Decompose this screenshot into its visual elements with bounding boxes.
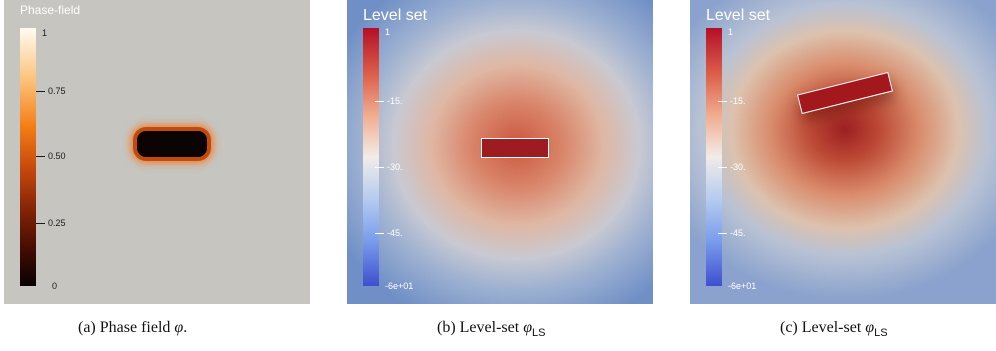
- colorbar-tick-label: -6e+01: [728, 281, 757, 291]
- level-set-plot-c: Level set 1 -15. -30. -45. -6e+01: [690, 0, 996, 304]
- colorbar-tick-label: -15.: [718, 96, 746, 106]
- colorbar: [706, 28, 722, 286]
- colorbar-title: Level set: [706, 7, 771, 24]
- colorbar-tick-label: 0.75: [36, 86, 66, 96]
- colorbar-tick-label: 1: [728, 27, 734, 37]
- colorbar-tick-label: -45.: [718, 228, 746, 238]
- colorbar-tick-label: -45.: [375, 228, 403, 238]
- colorbar-tick-label: -30.: [375, 162, 403, 172]
- level-set-plot-b: Level set 1 -15. -30. -45. -6e+01: [347, 0, 653, 304]
- caption-text: (a) Phase field: [78, 319, 175, 336]
- colorbar-tick-label: 0.50: [36, 151, 66, 161]
- caption-suffix: .: [183, 319, 188, 336]
- colorbar-tick-label: 1: [385, 27, 391, 37]
- colorbar-tick-label: 0.25: [36, 218, 66, 228]
- colorbar-tick-label: -6e+01: [385, 281, 414, 291]
- caption-text: (c) Level-set: [780, 319, 866, 336]
- colorbar-tick-label: 1: [42, 28, 48, 38]
- phase-field-plot: Phase-field 1 0.75 0.50 0.25 0: [4, 0, 310, 304]
- caption-symbol: φ: [174, 319, 184, 336]
- caption-a: (a) Phase field φ.: [78, 319, 187, 337]
- caption-text: (b) Level-set: [437, 319, 524, 336]
- caption-subscript: LS: [874, 327, 888, 339]
- colorbar-title: Phase-field: [20, 3, 81, 17]
- colorbar: [20, 28, 36, 286]
- caption-b: (b) Level-set φLS: [437, 319, 546, 339]
- colorbar-tick-label: -30.: [718, 162, 746, 172]
- level-set-interface-rectangle: [481, 138, 549, 158]
- level-set-interface-rectangle-rotated: [796, 71, 894, 115]
- caption-c: (c) Level-set φLS: [780, 319, 888, 339]
- colorbar: [363, 28, 379, 286]
- phase-field-fracture-region: [137, 131, 207, 157]
- colorbar-tick-label: 0: [52, 281, 58, 291]
- caption-subscript: LS: [532, 327, 546, 339]
- colorbar-tick-label: -15.: [375, 96, 403, 106]
- caption-symbol: φ: [865, 319, 875, 336]
- colorbar-title: Level set: [363, 7, 428, 24]
- caption-symbol: φ: [523, 319, 533, 336]
